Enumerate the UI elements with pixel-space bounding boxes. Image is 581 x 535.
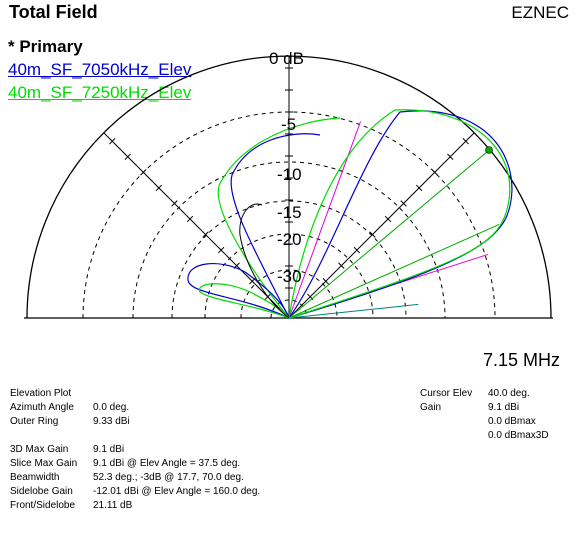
pattern-traces	[187, 109, 513, 320]
spoke-tick	[155, 184, 163, 192]
cursor-value: 0.0 dBmax	[488, 416, 536, 427]
cursor-value: 40.0 deg.	[488, 388, 530, 399]
spoke-tick	[124, 153, 131, 160]
spoke-tick	[447, 153, 454, 160]
frequency-label: 7.15 MHz	[482, 350, 560, 370]
info-value: -12.01 dBi @ Elev Angle = 160.0 deg.	[93, 486, 261, 497]
spoke-tick	[415, 184, 423, 192]
spoke-tick	[217, 246, 225, 254]
legend-item-7250[interactable]: 40m_SF_7250kHz_Elev	[8, 83, 192, 102]
info-value: 21.11 dB	[93, 500, 133, 511]
info-value: 52.3 deg.; -3dB @ 17.7, 70.0 deg.	[93, 472, 244, 483]
primary-heading: * Primary	[8, 37, 83, 56]
half-power-line	[288, 223, 500, 319]
grid-ring	[171, 200, 407, 319]
info-label: Azimuth Angle	[10, 402, 74, 413]
spoke-tick	[384, 215, 392, 223]
spoke-tick	[140, 169, 147, 176]
trace-inner	[239, 203, 290, 319]
cursor-info: Cursor Elev 40.0 deg. Gain 9.1 dBi 0.0 dBm…	[420, 387, 549, 443]
cursor-label: Gain	[420, 402, 442, 413]
trace-7050-back-lobe	[187, 263, 290, 320]
info-value: 9.1 dBi	[93, 444, 125, 455]
info-label: Beamwidth	[10, 472, 60, 483]
spoke-135	[103, 132, 290, 319]
spoke-tick	[186, 215, 194, 223]
spoke-tick	[109, 138, 116, 145]
spoke-tick	[431, 169, 438, 176]
info-label: Sidelobe Gain	[10, 486, 73, 497]
legend-item-7050[interactable]: 40m_SF_7050kHz_Elev	[8, 60, 192, 79]
spoke-tick	[171, 200, 178, 207]
spoke-tick	[462, 138, 469, 145]
plot-info-left: Elevation Plot Azimuth Angle 0.0 deg. Out…	[10, 387, 260, 513]
spoke-tick	[338, 262, 345, 269]
spoke-tick	[400, 200, 407, 207]
spoke-tick	[322, 278, 329, 285]
info-label: Front/Sidelobe	[10, 500, 76, 511]
spoke-tick	[353, 246, 361, 254]
pattern-lines	[288, 121, 500, 319]
trace-7250-upper	[217, 117, 341, 319]
info-value: 0.0 deg.	[93, 402, 130, 413]
plot-title: Total Field	[9, 2, 98, 22]
spoke-tick	[202, 231, 209, 238]
ring-label-15: -15	[277, 203, 302, 222]
minor-lobe-line	[288, 303, 419, 319]
info-value: 9.1 dBi @ Elev Angle = 37.5 deg.	[93, 458, 241, 469]
trace-7050-upper	[230, 133, 321, 319]
info-label: 3D Max Gain	[10, 444, 69, 455]
trace-7250-main-lobe	[288, 109, 511, 319]
cursor-value: 9.1 dBi	[488, 402, 520, 413]
brand-label: EZNEC	[511, 3, 569, 22]
info-value: 9.33 dBi	[93, 416, 130, 427]
cursor-value: 0.0 dBmax3D	[488, 430, 549, 441]
ring-label-5: -5	[281, 115, 296, 134]
spoke-45	[288, 132, 475, 319]
cursor-line	[288, 149, 491, 319]
trace-7050-main-lobe	[287, 110, 513, 320]
ring-label-30: -30	[277, 267, 302, 286]
ring-label-20: -20	[277, 230, 302, 249]
trace-7250-back-lobe	[198, 283, 291, 320]
cursor-label: Cursor Elev	[420, 388, 473, 399]
ring-labels: 0 dB -5 -10 -15 -20 -30	[269, 49, 304, 286]
ring-label-10: -10	[277, 165, 302, 184]
info-label: Outer Ring	[10, 416, 59, 427]
cursor-marker	[485, 146, 493, 154]
ring-label-0db: 0 dB	[269, 49, 304, 68]
info-title: Elevation Plot	[10, 388, 72, 399]
info-label: Slice Max Gain	[10, 458, 78, 469]
spoke-tick	[369, 231, 376, 238]
grid-ring	[132, 161, 446, 319]
